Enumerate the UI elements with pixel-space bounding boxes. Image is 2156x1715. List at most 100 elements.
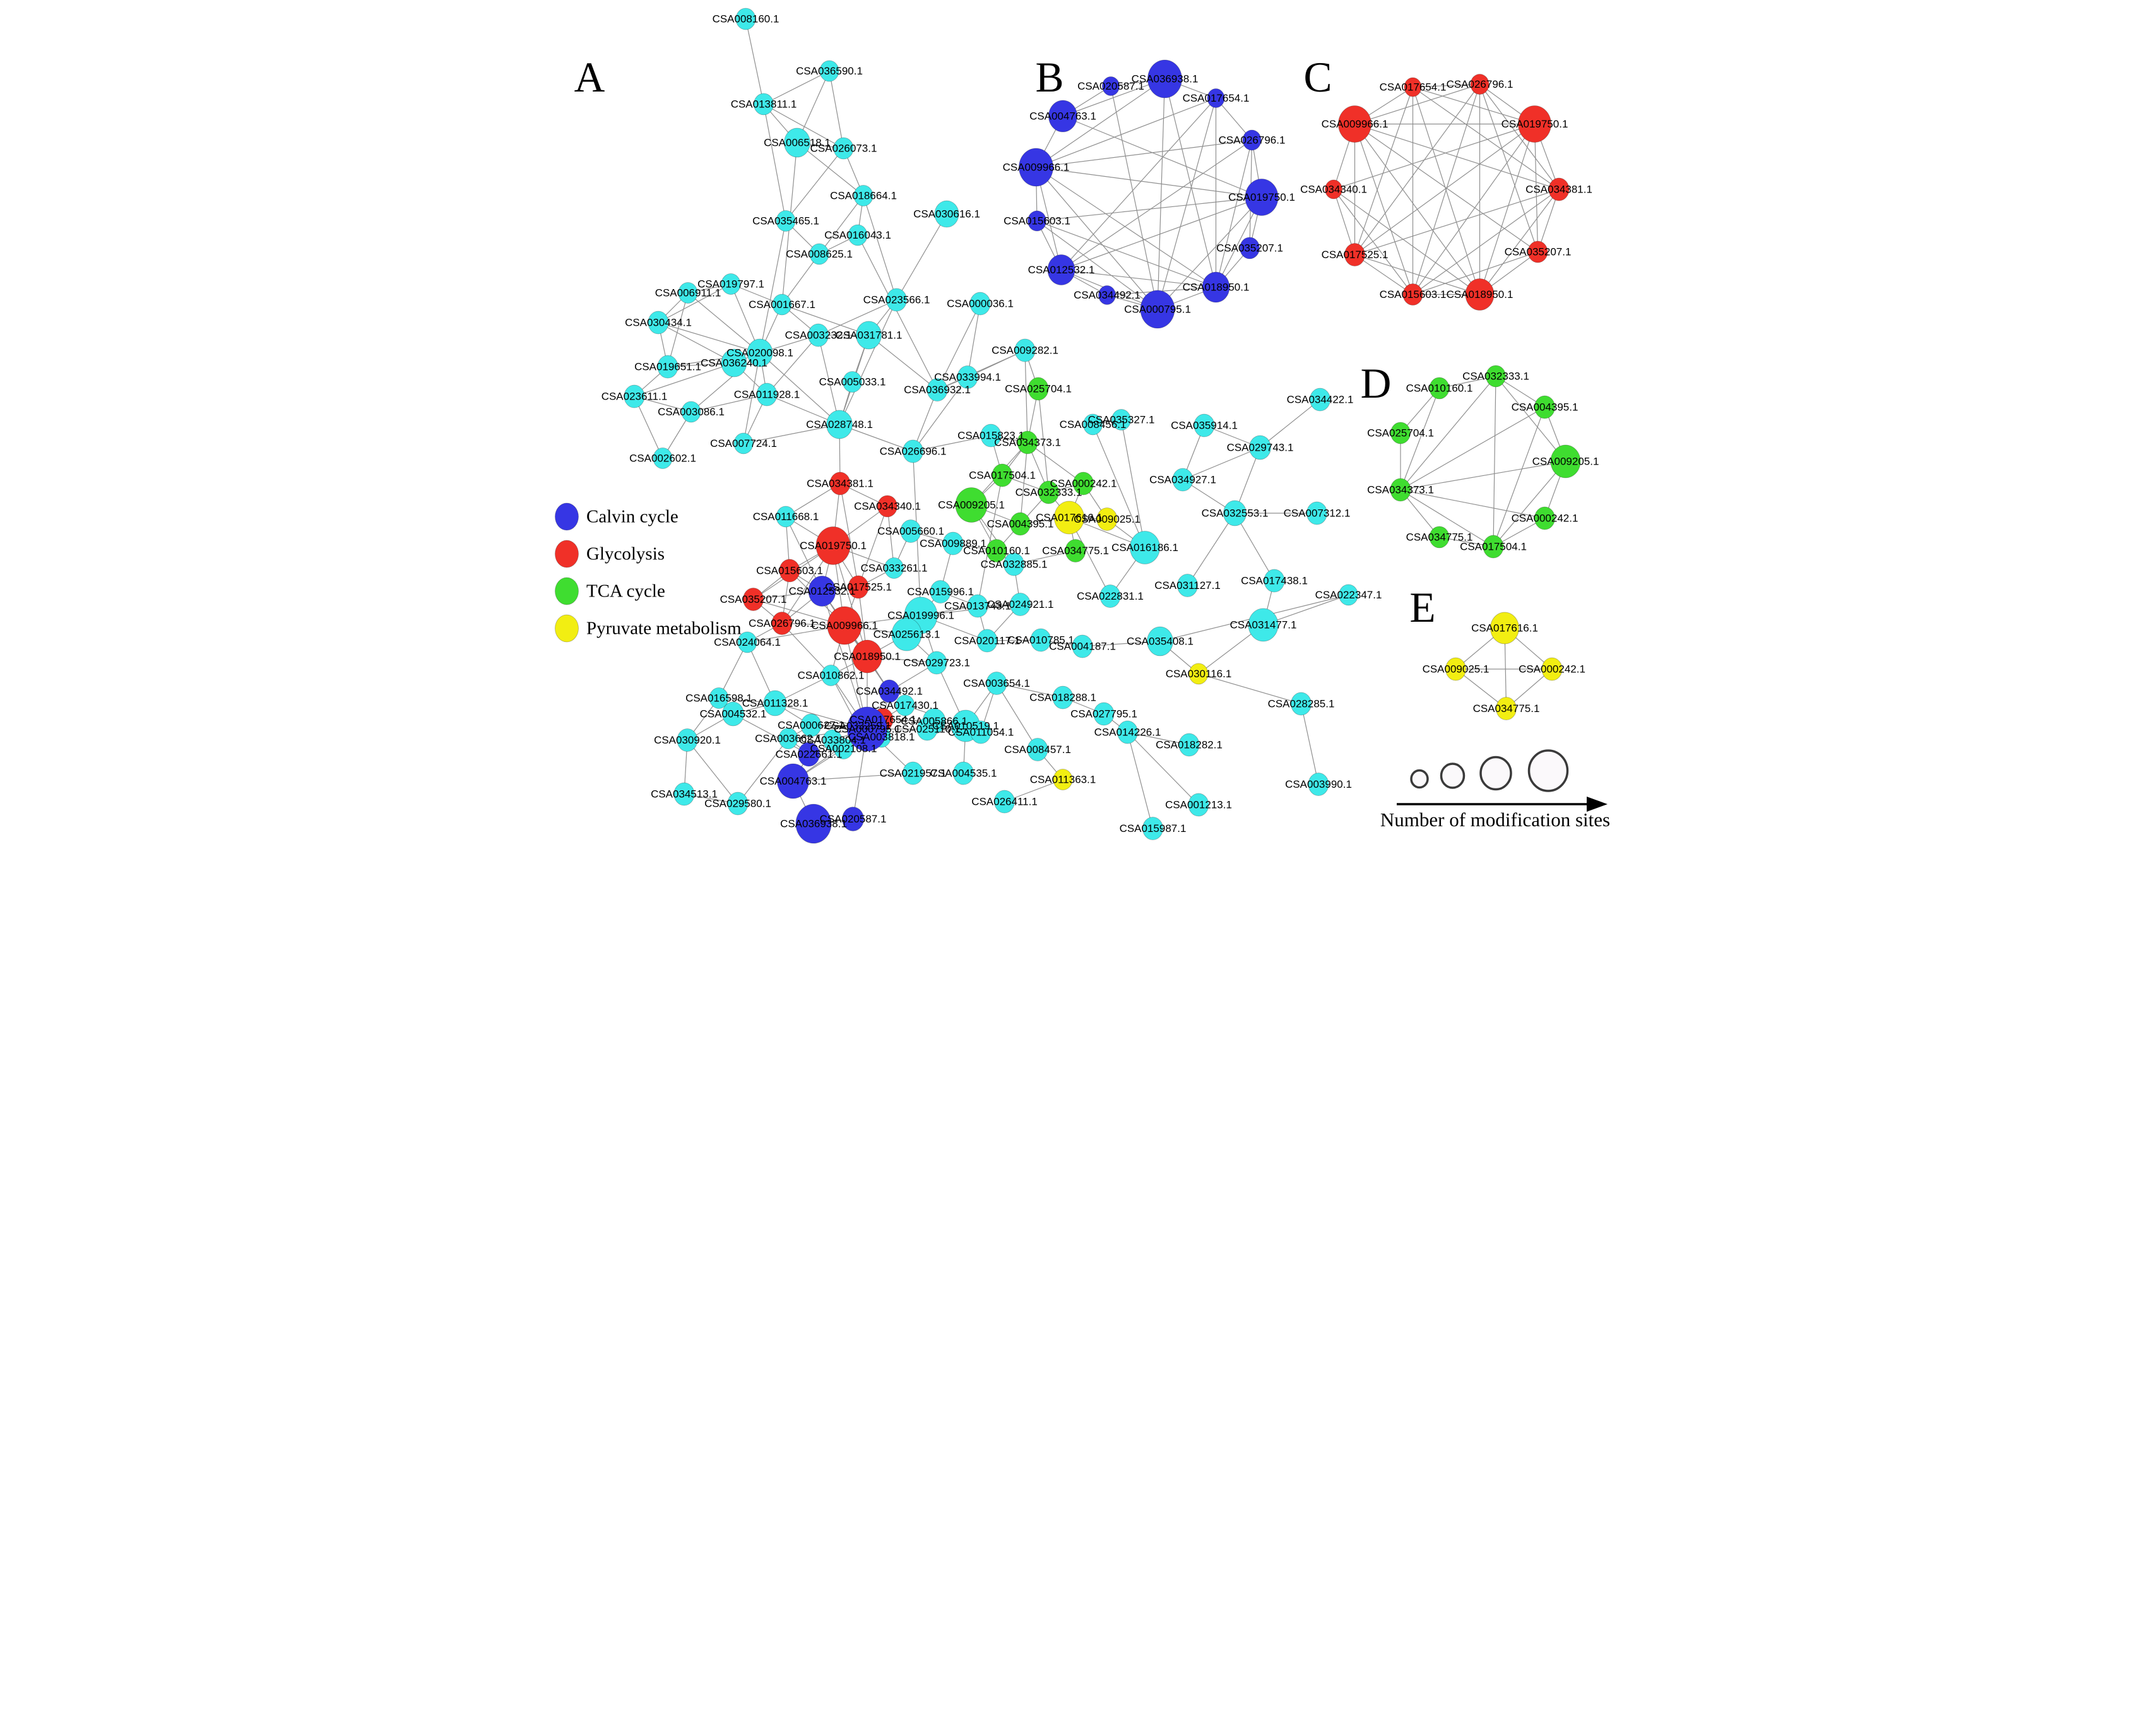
panelA-node-CSA009282.1[interactable] — [1014, 338, 1036, 362]
panelB-node-CSA000795.1[interactable] — [1140, 290, 1175, 329]
panelA-node-CSA009889.1[interactable] — [942, 531, 964, 555]
panelE-node-CSA009025.1[interactable] — [1445, 657, 1466, 681]
panelA-node-CSA013743.1[interactable] — [967, 594, 988, 618]
panelA-node-CSA008457.1[interactable] — [1027, 738, 1048, 761]
panelA-node-CSA004532.1[interactable] — [722, 701, 744, 727]
panelA-node-CSA004763.1[interactable] — [777, 763, 809, 799]
panelA-node-CSA018282.1[interactable] — [1178, 733, 1200, 757]
panelA-node-CSA011363.1[interactable] — [1053, 769, 1073, 790]
panelA-node-CSA022661.1[interactable] — [798, 742, 820, 767]
panelA-node-CSA035914.1[interactable] — [1194, 413, 1215, 437]
panelD-node-CSA032333.1[interactable] — [1486, 365, 1506, 388]
panelA-node-CSA036932.1[interactable] — [927, 378, 948, 401]
panelA-node-CSA036938.1[interactable] — [795, 804, 832, 844]
panelB-node-CSA036938.1[interactable] — [1147, 59, 1182, 98]
panelA-node-CSA010160.1[interactable] — [986, 539, 1007, 562]
panelA-node-CSA016186.1[interactable] — [1130, 531, 1160, 564]
panelA-node-CSA019651.1[interactable] — [657, 355, 678, 379]
panelA-node-CSA033261.1[interactable] — [884, 557, 904, 579]
panelA-node-CSA009205.1[interactable] — [955, 487, 988, 523]
panelA-node-CSA008625.1[interactable] — [809, 243, 829, 265]
panelA-node-CSA034775.1[interactable] — [1065, 539, 1086, 562]
panelA-node-CSA035207.1[interactable] — [743, 588, 764, 611]
panelA-node-CSA002108.1[interactable] — [834, 738, 853, 759]
panelA-node-CSA015987.1[interactable] — [1142, 817, 1163, 840]
panelB-node-CSA018950.1[interactable] — [1202, 271, 1230, 303]
panelA-node-CSA017525.1[interactable] — [848, 575, 869, 599]
panelC-node-CSA034381.1[interactable] — [1548, 177, 1570, 201]
panelA-node-CSA030920.1[interactable] — [677, 728, 698, 752]
panelA-node-CSA009966.1[interactable] — [827, 606, 862, 645]
panelD-node-CSA010160.1[interactable] — [1429, 377, 1450, 400]
panelA-node-CSA030434.1[interactable] — [648, 311, 669, 335]
panelA-node-CSA003232.1[interactable] — [808, 323, 829, 347]
panelA-node-CSA018288.1[interactable] — [1052, 685, 1074, 709]
panelA-node-CSA007724.1[interactable] — [733, 432, 754, 454]
panelA-node-CSA032333.1[interactable] — [1038, 480, 1059, 504]
panelA-node-CSA034340.1[interactable] — [877, 495, 897, 518]
panelA-node-CSA017504.1[interactable] — [992, 463, 1013, 487]
panelA-node-CSA025110.1[interactable] — [916, 717, 938, 741]
panelA-node-CSA034513.1[interactable] — [673, 782, 695, 806]
panelA-node-CSA001667.1[interactable] — [772, 294, 792, 316]
panelA-node-CSA036240.1[interactable] — [721, 348, 747, 377]
panelA-node-CSA000036.1[interactable] — [969, 292, 991, 316]
panelA-node-CSA023566.1[interactable] — [886, 288, 907, 312]
panelA-node-CSA030116.1[interactable] — [1188, 663, 1209, 685]
panelA-node-CSA031127.1[interactable] — [1177, 574, 1198, 597]
panelA-node-CSA014226.1[interactable] — [1117, 720, 1138, 744]
panelA-node-CSA004395.1[interactable] — [1010, 512, 1031, 536]
panelA-node-CSA023611.1[interactable] — [624, 384, 645, 408]
panelA-node-CSA003086.1[interactable] — [681, 401, 701, 423]
panelA-node-CSA034492.1[interactable] — [879, 679, 900, 703]
panelD-node-CSA004395.1[interactable] — [1534, 395, 1555, 419]
panelA-node-CSA034422.1[interactable] — [1310, 388, 1330, 412]
panelA-node-CSA026411.1[interactable] — [994, 790, 1015, 814]
panelB-node-CSA012532.1[interactable] — [1047, 254, 1075, 285]
panelA-node-CSA011328.1[interactable] — [763, 690, 787, 716]
panelA-node-CSA031781.1[interactable] — [856, 321, 882, 350]
panelA-node-CSA010785.1[interactable] — [1030, 628, 1051, 652]
panelA-node-CSA028748.1[interactable] — [826, 410, 853, 439]
panelA-node-CSA005033.1[interactable] — [843, 371, 862, 393]
panelC-node-CSA034340.1[interactable] — [1325, 179, 1342, 199]
panelA-node-CSA019797.1[interactable] — [721, 273, 741, 295]
panelC-node-CSA018950.1[interactable] — [1465, 278, 1495, 311]
panelA-node-CSA018950.1[interactable] — [852, 639, 882, 674]
panelA-node-CSA008456.1[interactable] — [1083, 413, 1103, 436]
panelB-node-CSA015603.1[interactable] — [1028, 210, 1046, 232]
panelA-node-CSA022347.1[interactable] — [1339, 584, 1358, 606]
panelA-node-CSA010862.1[interactable] — [821, 665, 841, 686]
panelA-node-CSA004187.1[interactable] — [1072, 634, 1093, 658]
panelA-node-CSA036590.1[interactable] — [819, 60, 839, 82]
panelD-node-CSA009205.1[interactable] — [1550, 444, 1581, 478]
panelC-node-CSA017654.1[interactable] — [1404, 77, 1422, 97]
panelC-node-CSA035207.1[interactable] — [1527, 240, 1548, 263]
panelB-node-CSA026796.1[interactable] — [1242, 129, 1262, 151]
panelD-node-CSA025704.1[interactable] — [1390, 422, 1411, 444]
panelB-node-CSA019750.1[interactable] — [1245, 179, 1279, 216]
panelD-node-CSA017504.1[interactable] — [1483, 535, 1504, 559]
panelB-node-CSA020587.1[interactable] — [1102, 76, 1120, 96]
panelA-node-CSA000627.1[interactable] — [800, 713, 822, 737]
panelA-node-CSA012532.1[interactable] — [808, 576, 836, 607]
panelA-node-CSA027795.1[interactable] — [1093, 702, 1115, 726]
panelA-node-CSA011668.1[interactable] — [776, 506, 796, 528]
panelA-node-CSA006518.1[interactable] — [784, 128, 810, 158]
panelA-node-CSA017430.1[interactable] — [895, 694, 915, 716]
panelA-node-CSA020117.1[interactable] — [976, 629, 998, 653]
panelA-node-CSA032885.1[interactable] — [1004, 552, 1024, 576]
panelA-node-CSA003662.1[interactable] — [778, 728, 798, 749]
panelA-node-CSA016043.1[interactable] — [848, 224, 868, 246]
panelA-node-CSA017616.1[interactable] — [1054, 501, 1084, 535]
panelD-node-CSA000242.1[interactable] — [1534, 506, 1555, 530]
panelD-node-CSA034373.1[interactable] — [1390, 478, 1411, 502]
panelA-node-CSA000795.1[interactable] — [847, 706, 887, 752]
panelA-node-CSA008160.1[interactable] — [735, 8, 756, 30]
panelC-node-CSA009966.1[interactable] — [1338, 105, 1371, 143]
panelA-node-CSA025704.1[interactable] — [1028, 377, 1049, 401]
panelA-node-CSA030616.1[interactable] — [934, 200, 959, 228]
panelA-node-CSA013811.1[interactable] — [754, 93, 774, 116]
panelE-node-CSA000242.1[interactable] — [1541, 657, 1563, 681]
panelA-node-CSA011054.1[interactable] — [970, 720, 992, 744]
